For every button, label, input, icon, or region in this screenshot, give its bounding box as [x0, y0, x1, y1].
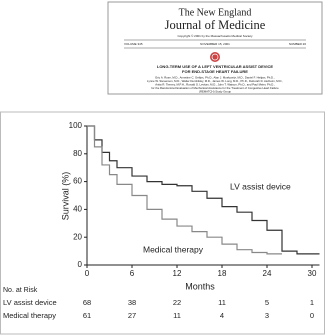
risk-count: 22 — [173, 298, 181, 307]
y-tick-label: 80 — [73, 149, 82, 158]
risk-count: 38 — [128, 298, 136, 307]
authors: (REMATCH) Study Group — [199, 90, 231, 94]
volume: VOLUME 345 — [124, 42, 143, 46]
x-tick-label: 0 — [85, 269, 90, 278]
y-tick-label: 40 — [73, 205, 82, 214]
x-tick-label: 24 — [263, 269, 272, 278]
seal — [210, 52, 220, 62]
y-tick-label: 100 — [69, 121, 83, 130]
risk-count: 4 — [220, 311, 224, 320]
masthead: Journal of Medicine — [165, 18, 266, 32]
risk-row-label: LV assist device — [3, 298, 57, 307]
x-tick-label: 12 — [173, 269, 182, 278]
y-tick-label: 0 — [78, 260, 83, 269]
copyright: Copyright © 2001 by the Massachusetts Me… — [177, 34, 253, 38]
y-axis-label: Survival (%) — [60, 172, 70, 221]
x-tick-label: 30 — [308, 269, 317, 278]
series-label: LV assist device — [230, 181, 291, 191]
risk-count: 61 — [83, 311, 91, 320]
risk-count: 11 — [173, 311, 181, 320]
date: NOVEMBER 15, 2001 — [200, 42, 230, 46]
risk-count: 68 — [83, 298, 91, 307]
number: NUMBER 20 — [289, 42, 307, 46]
article-title: FOR END-STAGE HEART FAILURE — [182, 69, 248, 74]
y-tick-label: 20 — [73, 232, 82, 241]
risk-count: 11 — [218, 298, 226, 307]
x-tick-label: 6 — [130, 269, 135, 278]
risk-count: 27 — [128, 311, 136, 320]
y-tick-label: 60 — [73, 177, 82, 186]
risk-count: 1 — [310, 298, 314, 307]
page: The New England Journal of Medicine Copy… — [0, 0, 325, 335]
x-axis-label: Months — [185, 281, 215, 291]
series-label: Medical therapy — [143, 244, 204, 254]
risk-count: 5 — [265, 298, 269, 307]
risk-count: 3 — [265, 311, 269, 320]
x-tick-label: 18 — [218, 269, 227, 278]
risk-row-label: Medical therapy — [3, 311, 56, 320]
risk-count: 0 — [310, 311, 314, 320]
risk-table-title: No. at Risk — [3, 287, 38, 294]
masthead-top: The New England — [179, 7, 252, 18]
